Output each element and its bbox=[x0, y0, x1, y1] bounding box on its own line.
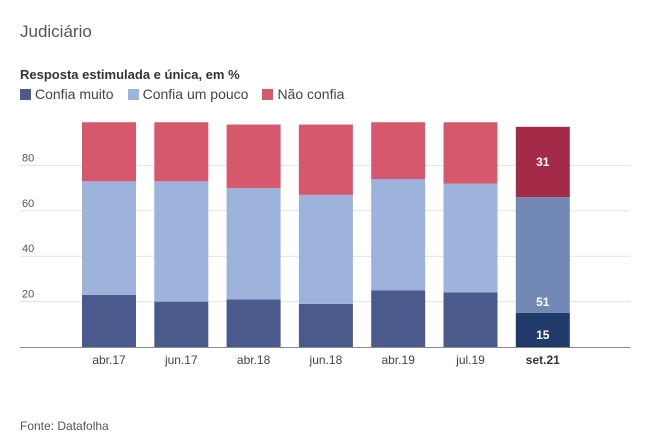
bar-jun-18-series-1 bbox=[298, 194, 353, 304]
x-tick-label-abr-19: abr.19 bbox=[382, 353, 416, 367]
bar-abr-18-series-1 bbox=[226, 188, 281, 300]
bar-set-21-series-2 bbox=[515, 126, 570, 198]
legend-swatch-nao-confia bbox=[262, 88, 274, 100]
legend-label-confia-um-pouco: Confia um pouco bbox=[142, 86, 249, 102]
bar-jun-18-series-2 bbox=[298, 124, 353, 195]
y-tick-label-60: 60 bbox=[22, 198, 34, 210]
legend-item-confia-muito: Confia muito bbox=[20, 86, 114, 102]
bar-set-21-series-0 bbox=[515, 312, 570, 347]
bar-abr-18-series-0 bbox=[226, 299, 281, 347]
bar-abr-19-series-2 bbox=[371, 122, 426, 180]
data-label-set-21-series-2: 31 bbox=[536, 155, 550, 169]
bar-jun-17-series-0 bbox=[154, 301, 209, 347]
bar-jul-19-series-0 bbox=[443, 292, 498, 347]
bar-jul-19-series-1 bbox=[443, 183, 498, 293]
x-tick-label-abr-17: abr.17 bbox=[92, 353, 126, 367]
source-note: Fonte: Datafolha bbox=[20, 419, 109, 433]
legend-item-confia-um-pouco: Confia um pouco bbox=[127, 86, 249, 102]
bar-abr-19-series-1 bbox=[371, 179, 426, 291]
x-tick-label-jun-18: jun.18 bbox=[309, 353, 343, 367]
x-tick-label-abr-18: abr.18 bbox=[237, 353, 271, 367]
y-tick-label-80: 80 bbox=[22, 152, 34, 164]
chart-subtitle: Resposta estimulada e única, em % bbox=[20, 67, 240, 82]
bar-abr-18-series-2 bbox=[226, 124, 281, 189]
x-tick-label-jun-17: jun.17 bbox=[164, 353, 198, 367]
chart-title: Judiciário bbox=[20, 22, 92, 41]
legend: Confia muito Confia um pouco Não confia bbox=[20, 86, 344, 102]
bar-jun-17-series-1 bbox=[154, 181, 209, 302]
x-tick-label-set-21: set.21 bbox=[526, 353, 560, 367]
legend-label-confia-muito: Confia muito bbox=[35, 86, 114, 102]
legend-swatch-confia-muito bbox=[20, 88, 31, 100]
data-label-set-21-series-1: 51 bbox=[536, 295, 550, 309]
x-tick-label-jul-19: jul.19 bbox=[455, 353, 485, 367]
bar-jun-17-series-2 bbox=[154, 122, 209, 182]
legend-label-nao-confia: Não confia bbox=[277, 86, 345, 102]
data-label-set-21-series-0: 15 bbox=[536, 328, 550, 342]
y-tick-label-40: 40 bbox=[22, 243, 34, 255]
bar-set-21-series-1 bbox=[515, 197, 570, 313]
y-tick-label-20: 20 bbox=[22, 289, 34, 301]
bar-abr-19-series-0 bbox=[371, 290, 426, 347]
bar-abr-17-series-0 bbox=[82, 294, 136, 347]
bar-abr-17-series-1 bbox=[82, 181, 136, 295]
legend-item-nao-confia: Não confia bbox=[262, 86, 344, 102]
bar-jun-18-series-0 bbox=[298, 303, 353, 347]
bar-abr-17-series-2 bbox=[82, 122, 136, 182]
bar-jul-19-series-2 bbox=[443, 122, 498, 184]
legend-swatch-confia-um-pouco bbox=[127, 88, 139, 100]
